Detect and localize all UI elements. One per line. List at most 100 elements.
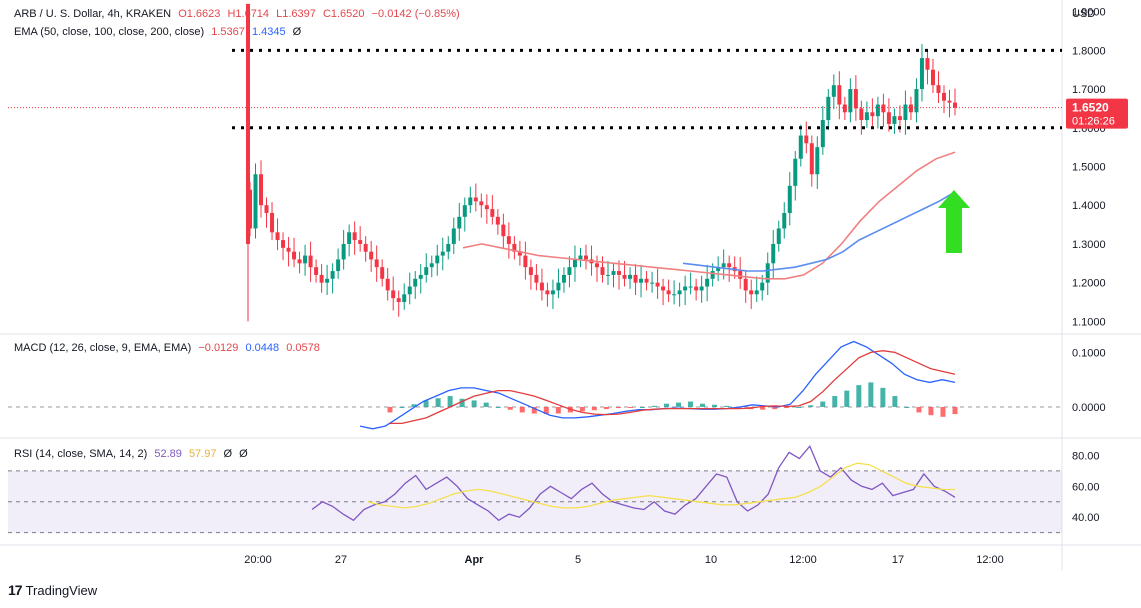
macd-histogram-bar [459, 398, 465, 407]
macd-histogram-bar [483, 402, 489, 407]
candle-body [539, 282, 544, 291]
candle-body [936, 85, 941, 93]
candles [248, 44, 957, 317]
candle-body [319, 274, 324, 283]
ohlc-close: C1.6520 [322, 8, 365, 20]
candle-body [259, 174, 264, 206]
candle-body [776, 228, 781, 244]
macd-histogram-bar [603, 406, 609, 410]
ema-label: EMA (50, close, 100, close, 200, close) [14, 26, 205, 38]
candle-body [594, 263, 599, 268]
candle-body [655, 282, 660, 287]
candle-body [617, 271, 622, 275]
macd-histogram-bar [579, 406, 585, 412]
x-tick-label: 10 [705, 554, 717, 566]
x-tick-label: 17 [892, 554, 904, 566]
macd-histogram-bar [447, 396, 453, 407]
macd-histogram-bar [543, 406, 549, 415]
ema-legend: EMA (50, close, 100, close, 200, close) … [14, 26, 305, 38]
y-tick-label: 1.7000 [1072, 84, 1106, 96]
candle-body [308, 255, 313, 268]
macd-histogram-bar [892, 396, 898, 407]
candle-body [484, 205, 489, 210]
candle-body [424, 267, 429, 275]
candle-body [716, 267, 721, 272]
x-tick-label: 20:00 [244, 554, 272, 566]
ema-value-3: Ø [292, 26, 302, 38]
candle-body [694, 286, 699, 291]
candle-body [705, 278, 710, 287]
candle-body [666, 290, 671, 295]
candle-body [771, 243, 776, 264]
candle-body [451, 228, 456, 244]
macd-histogram-bar [639, 406, 645, 408]
macd-histogram-bar [904, 406, 910, 408]
macd-histogram-bar [423, 400, 429, 407]
candle-body [578, 255, 583, 260]
tradingview-logo[interactable]: 17 TradingView [8, 582, 97, 598]
candle-body [545, 290, 550, 295]
candle-body [853, 89, 858, 109]
candle-body [556, 282, 561, 291]
macd-histogram-bar [712, 404, 718, 407]
countdown-timer: 01:26:26 [1072, 116, 1115, 128]
macd-hist-value: −0.0129 [198, 342, 239, 354]
candle-body [644, 278, 649, 283]
candle-body [523, 255, 528, 268]
candle-body [413, 278, 418, 287]
candle-body [512, 243, 517, 252]
candle-body [407, 286, 412, 295]
y-tick-label: 1.9000 [1072, 7, 1106, 19]
candle-body [743, 278, 748, 291]
macd-histogram-bar [772, 406, 778, 410]
candle-body [462, 205, 467, 217]
rsi-sma-line [367, 462, 956, 509]
x-tick-label: 12:00 [789, 554, 817, 566]
candle-body [842, 104, 847, 113]
candle-body [633, 274, 638, 283]
macd-signal-value: 0.0578 [286, 342, 320, 354]
candle-body [528, 267, 533, 275]
candle-body [264, 205, 269, 213]
macd-histogram-bar [820, 401, 826, 407]
rsi-y-tick-label: 80.00 [1072, 450, 1100, 462]
candle-body [246, 3, 250, 244]
candle-body [953, 102, 957, 108]
macd-histogram-bar [880, 387, 886, 407]
candle-body [270, 212, 275, 233]
ohlc-open: O1.6623 [178, 8, 221, 20]
candle-body [506, 236, 511, 244]
candle-body [677, 290, 682, 295]
candle-body [804, 135, 809, 144]
candle-body [925, 58, 930, 70]
candle-body [572, 259, 577, 268]
candle-body [567, 267, 572, 275]
candle-body [600, 267, 605, 275]
candle-body [727, 263, 732, 268]
macd-histogram-bar [688, 401, 694, 407]
symbol-title: ARB / U. S. Dollar, 4h, KRAKEN [14, 8, 172, 20]
candle-body [297, 259, 302, 264]
candle-body [534, 274, 539, 283]
macd-histogram-bar [784, 406, 790, 409]
candle-body [380, 267, 385, 279]
macd-histogram-bar [868, 382, 874, 407]
macd-histogram-bar [796, 406, 802, 408]
ema-value-1: 1.5367 [211, 26, 245, 38]
candle-body [875, 104, 880, 117]
macd-histogram-bar [519, 406, 525, 413]
candle-body [820, 120, 825, 148]
candle-body [352, 232, 357, 241]
brand-name: TradingView [25, 582, 98, 598]
macd-histogram-bar [399, 406, 405, 408]
candle-body [435, 255, 440, 264]
candle-body [672, 294, 677, 296]
candle-body [374, 259, 379, 268]
candle-body [914, 89, 919, 113]
candle-body [826, 96, 831, 121]
macd-histogram-bar [832, 396, 838, 407]
candle-body [253, 174, 258, 229]
y-tick-label: 1.2000 [1072, 278, 1106, 290]
macd-histogram-bar [856, 385, 862, 407]
